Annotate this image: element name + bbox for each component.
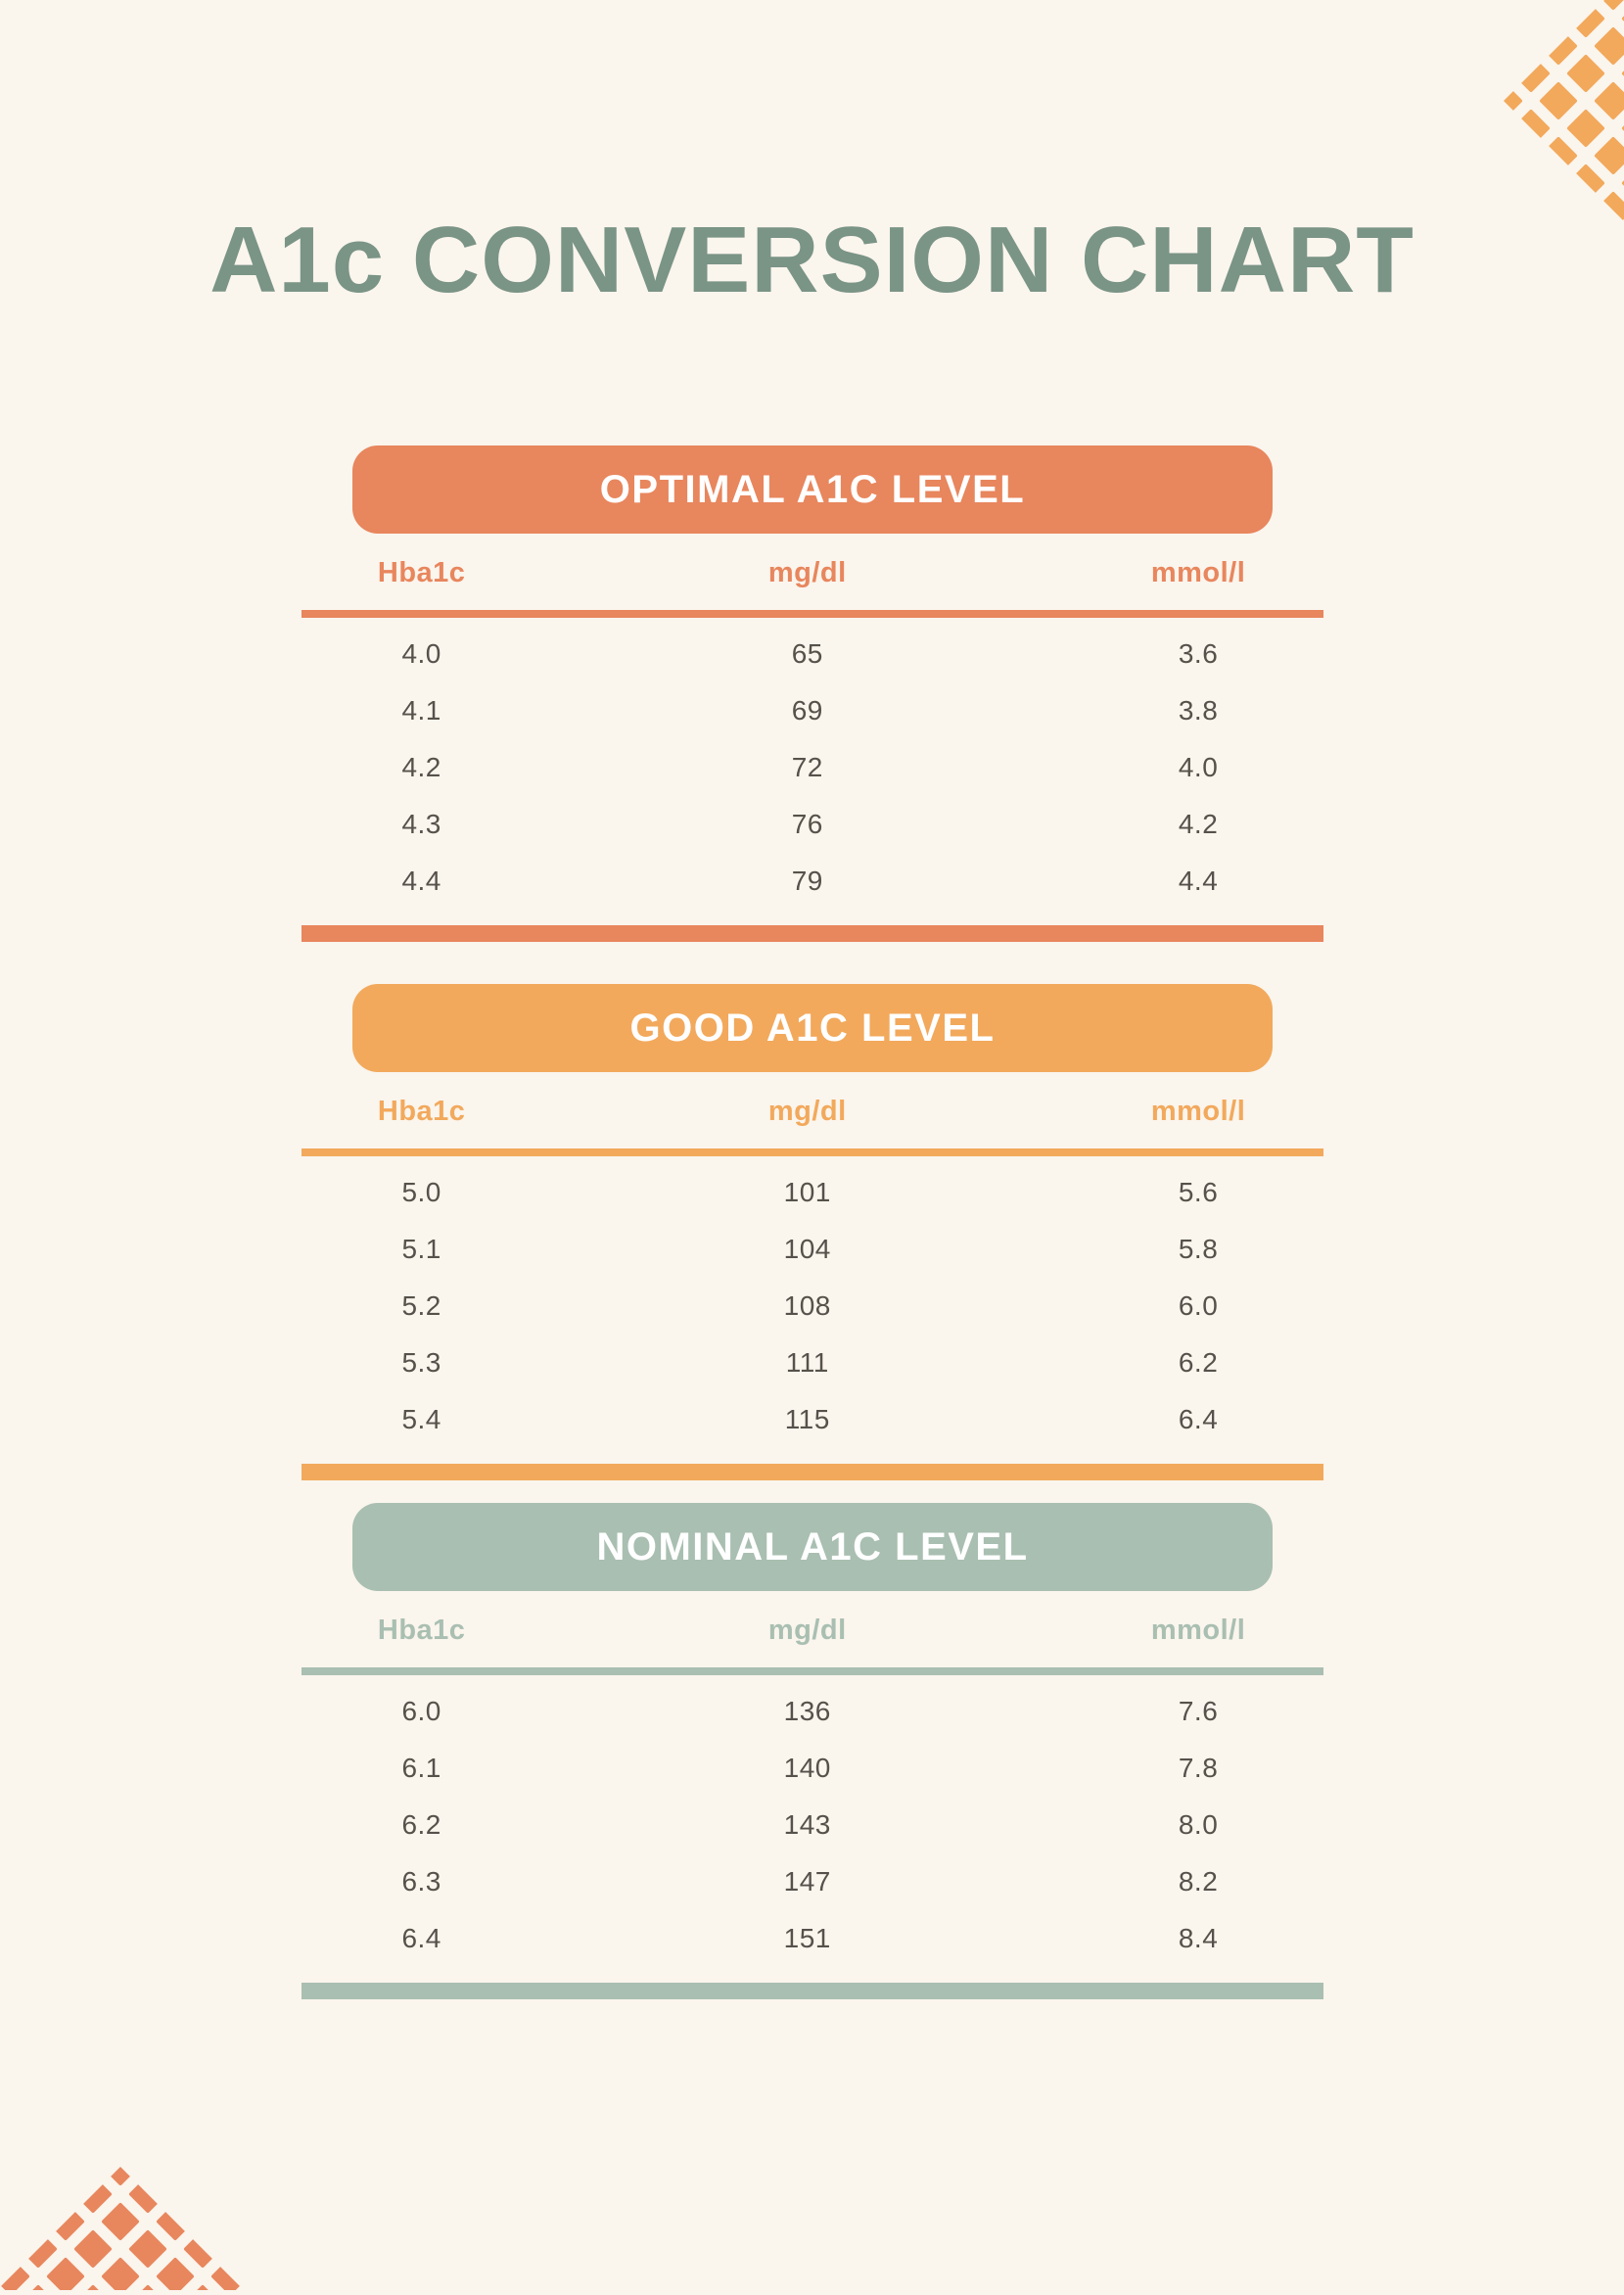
table-row: 4.0 65 3.6 [302,626,1323,682]
table-cell: 4.4 [1178,866,1219,896]
table-cell: 5.6 [1178,1177,1219,1207]
header-divider [302,1667,1323,1675]
table-row: 4.2 72 4.0 [302,739,1323,796]
table-body: 5.0 101 5.6 5.1 104 5.8 5.2 108 6.0 5.3 111 6.2 5.4 1… [302,1156,1323,1448]
table-row: 4.4 79 4.4 [302,853,1323,910]
table-row: 5.2 108 6.0 [302,1278,1323,1335]
column-header-mmoll: mmol/l [1150,1095,1246,1127]
section-optimal-a1c-level: OPTIMAL A1C LEVEL Hba1c mg/dl mmol/l 4.0… [302,445,1323,942]
section-footer-bar [302,1464,1323,1480]
column-header-hba1c: Hba1c [377,556,466,588]
table-cell: 4.2 [1178,809,1219,839]
table-cell: 101 [783,1177,831,1207]
column-header-row: Hba1c mg/dl mmol/l [302,1094,1323,1129]
section-banner: OPTIMAL A1C LEVEL [352,445,1273,534]
table-row: 4.1 69 3.8 [302,682,1323,739]
table-cell: 8.4 [1178,1923,1219,1953]
table-cell: 4.1 [401,695,441,726]
header-divider [302,1148,1323,1156]
section-banner: NOMINAL A1C LEVEL [352,1503,1273,1591]
table-cell: 115 [784,1404,830,1434]
table-row: 4.3 76 4.2 [302,796,1323,853]
table-cell: 3.6 [1178,638,1219,669]
column-header-mmoll: mmol/l [1150,556,1246,588]
table-cell: 5.8 [1178,1234,1219,1264]
diamond-pattern-top-right-icon [1504,0,1624,221]
table-row: 6.4 151 8.4 [302,1910,1323,1967]
table-cell: 140 [783,1753,831,1783]
column-header-hba1c: Hba1c [377,1095,466,1127]
table-row: 6.1 140 7.8 [302,1740,1323,1797]
table-cell: 147 [783,1866,831,1897]
table-row: 5.1 104 5.8 [302,1221,1323,1278]
table-cell: 4.3 [401,809,441,839]
table-cell: 8.2 [1178,1866,1219,1897]
table-row: 5.0 101 5.6 [302,1164,1323,1221]
table-cell: 7.6 [1178,1696,1219,1726]
table-row: 6.2 143 8.0 [302,1797,1323,1853]
table-cell: 65 [791,638,823,669]
table-cell: 6.2 [1178,1347,1219,1378]
section-banner: GOOD A1C LEVEL [352,984,1273,1072]
table-row: 5.4 115 6.4 [302,1391,1323,1448]
table-cell: 72 [791,752,823,782]
table-cell: 6.4 [1178,1404,1219,1434]
table-cell: 111 [785,1347,829,1378]
table-row: 6.3 147 8.2 [302,1853,1323,1910]
column-header-hba1c: Hba1c [377,1614,466,1646]
column-header-row: Hba1c mg/dl mmol/l [302,555,1323,590]
table-cell: 4.0 [401,638,441,669]
table-row: 6.0 136 7.6 [302,1683,1323,1740]
table-cell: 79 [791,866,823,896]
table-cell: 6.3 [401,1866,441,1897]
table-cell: 104 [783,1234,831,1264]
table-cell: 6.0 [1178,1290,1219,1321]
table-cell: 3.8 [1178,695,1219,726]
section-footer-bar [302,1983,1323,1999]
column-header-mgdl: mg/dl [767,1095,847,1127]
table-cell: 5.2 [401,1290,441,1321]
page-title: A1c CONVERSION CHART [209,208,1415,312]
table-cell: 6.4 [401,1923,441,1953]
table-cell: 4.2 [401,752,441,782]
table-cell: 5.4 [401,1404,441,1434]
table-cell: 136 [783,1696,831,1726]
table-cell: 5.0 [401,1177,441,1207]
table-cell: 143 [783,1809,831,1840]
column-header-mgdl: mg/dl [767,556,847,588]
column-header-row: Hba1c mg/dl mmol/l [302,1613,1323,1648]
table-cell: 6.0 [401,1696,441,1726]
section-nominal-a1c-level: NOMINAL A1C LEVEL Hba1c mg/dl mmol/l 6.0… [302,1503,1323,1999]
table-body: 4.0 65 3.6 4.1 69 3.8 4.2 72 4.0 4.3 76 4.2 4.4 79 4.4 [302,618,1323,910]
table-cell: 76 [791,809,823,839]
table-cell: 8.0 [1178,1809,1219,1840]
diamond-pattern-bottom-left-icon [0,2167,264,2290]
section-good-a1c-level: GOOD A1C LEVEL Hba1c mg/dl mmol/l 5.0 101… [302,984,1323,1480]
table-cell: 108 [783,1290,831,1321]
table-body: 6.0 136 7.6 6.1 140 7.8 6.2 143 8.0 6.3 147 8.2 6.4 1… [302,1675,1323,1967]
column-header-mmoll: mmol/l [1150,1614,1246,1646]
header-divider [302,610,1323,618]
table-cell: 5.1 [401,1234,441,1264]
table-row: 5.3 111 6.2 [302,1335,1323,1391]
table-cell: 6.2 [401,1809,441,1840]
table-cell: 5.3 [401,1347,441,1378]
table-cell: 151 [783,1923,831,1953]
section-footer-bar [302,925,1323,942]
table-cell: 6.1 [401,1753,441,1783]
table-cell: 4.0 [1178,752,1219,782]
column-header-mgdl: mg/dl [767,1614,847,1646]
table-cell: 69 [791,695,823,726]
table-cell: 7.8 [1178,1753,1219,1783]
table-cell: 4.4 [401,866,441,896]
